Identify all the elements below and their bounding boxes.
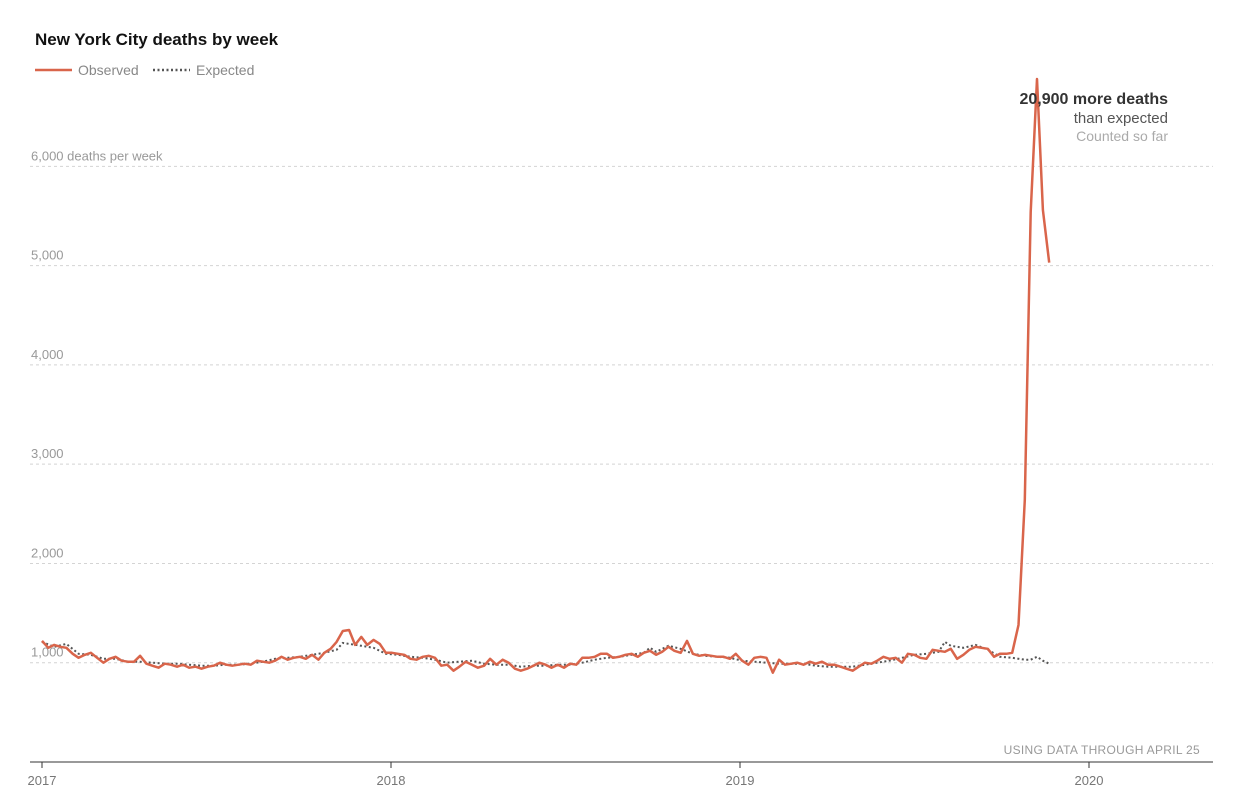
y-tick-label-3000: 3,000	[31, 446, 64, 461]
chart-title: New York City deaths by week	[35, 30, 279, 49]
y-axis-ticks: 1,000 2,000 3,000 4,000 5,000 6,000 deaths pe…	[31, 148, 163, 659]
legend-expected-label: Expected	[196, 62, 254, 78]
legend: Observed Expected	[35, 62, 254, 78]
y-tick-label-5000: 5,000	[31, 248, 64, 263]
y-tick-label-4000: 4,000	[31, 347, 64, 362]
annotation-note: Counted so far	[1076, 128, 1168, 144]
series-line-expected	[41, 640, 1050, 668]
gridlines	[30, 165, 1213, 664]
annotation-subline: than expected	[1074, 110, 1168, 127]
x-tick-label-2020: 2020	[1075, 773, 1104, 788]
y-tick-label-6000: 6,000 deaths per week	[31, 148, 163, 163]
x-tick-label-2017: 2017	[28, 773, 57, 788]
series-line-observed	[41, 77, 1051, 674]
x-axis: 2017 2018 2019 2020	[28, 761, 1213, 788]
y-tick-label-1000: 1,000	[31, 645, 64, 660]
data-note: USING DATA THROUGH APRIL 25	[1004, 743, 1200, 757]
y-tick-label-2000: 2,000	[31, 545, 64, 560]
annotation-headline: 20,900 more deaths	[1019, 91, 1168, 108]
x-tick-label-2019: 2019	[726, 773, 755, 788]
legend-observed-label: Observed	[78, 62, 139, 78]
annotation: 20,900 more deaths than expected Counted…	[1019, 91, 1168, 144]
x-tick-label-2018: 2018	[377, 773, 406, 788]
